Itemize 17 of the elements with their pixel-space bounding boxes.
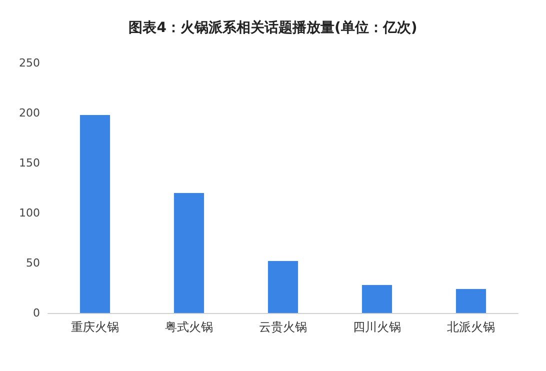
bar (174, 193, 204, 313)
x-tick-label: 重庆火锅 (71, 320, 119, 334)
x-tick-label: 北派火锅 (447, 320, 495, 334)
bar (456, 289, 486, 313)
y-tick-label: 100 (19, 206, 40, 220)
y-tick-label: 50 (26, 256, 40, 270)
chart-title: 图表4：火锅派系相关话题播放量(单位：亿次) (128, 19, 418, 36)
x-tick-label: 四川火锅 (353, 320, 401, 334)
y-tick-label: 150 (19, 156, 40, 170)
bar (80, 115, 110, 313)
x-tick-label: 粤式火锅 (165, 320, 213, 334)
bar (362, 285, 392, 313)
y-tick-label: 200 (19, 106, 40, 120)
y-tick-label: 250 (19, 56, 40, 70)
bar (268, 261, 298, 313)
x-tick-label: 云贵火锅 (259, 320, 307, 334)
y-tick-label: 0 (33, 306, 40, 320)
